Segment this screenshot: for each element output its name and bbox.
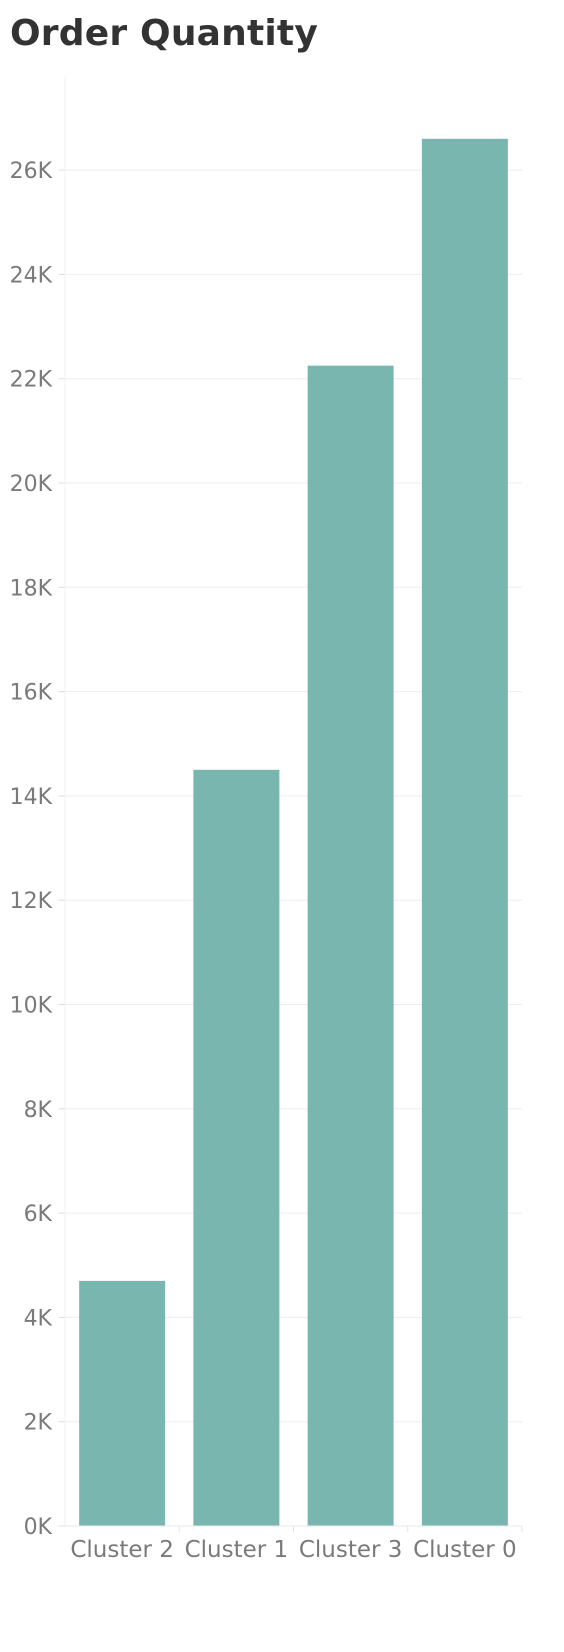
x-axis-category-labels: Cluster 2 Cluster 1 Cluster 3 Cluster 0 <box>70 1537 516 1563</box>
chart-title: Order Quantity <box>10 13 319 54</box>
bars <box>79 138 508 1527</box>
axes <box>59 76 523 1532</box>
y-tick-label: 0K <box>24 1515 53 1540</box>
y-tick-label: 14K <box>10 785 53 810</box>
x-category-label: Cluster 2 <box>70 1537 174 1563</box>
y-tick-label: 26K <box>10 159 53 184</box>
y-tick-label: 16K <box>10 681 53 706</box>
y-tick-label: 6K <box>24 1202 53 1227</box>
x-category-label: Cluster 1 <box>185 1537 289 1563</box>
y-tick-label: 20K <box>10 472 53 497</box>
x-category-label: Cluster 3 <box>299 1537 403 1563</box>
y-tick-label: 12K <box>10 889 53 914</box>
y-tick-label: 8K <box>24 1098 53 1123</box>
y-axis-tick-labels: 0K 2K 4K 6K 8K 10K 12K 14K 16K 18K 20K 22K 24K 26K <box>10 159 53 1540</box>
bar <box>421 138 508 1526</box>
y-tick-label: 10K <box>10 994 53 1019</box>
y-tick-label: 24K <box>10 263 53 288</box>
bar <box>79 1280 166 1526</box>
y-tick-label: 2K <box>24 1411 53 1436</box>
y-tick-label: 18K <box>10 576 53 601</box>
bar <box>307 365 394 1527</box>
y-tick-label: 22K <box>10 368 53 393</box>
y-tick-label: 4K <box>24 1306 53 1331</box>
x-category-label: Cluster 0 <box>413 1537 517 1563</box>
bar <box>193 769 280 1526</box>
